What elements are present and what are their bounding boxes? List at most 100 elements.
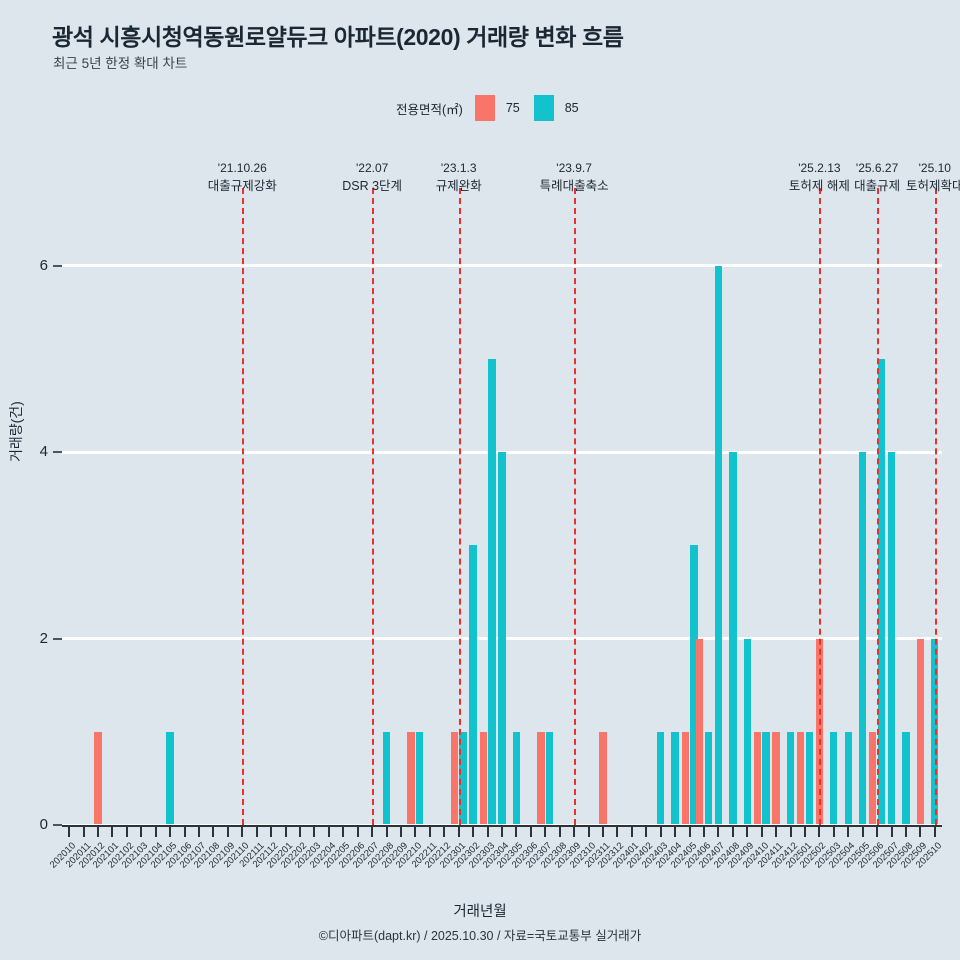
bar[interactable] — [729, 452, 737, 825]
x-tick-mark — [587, 825, 590, 837]
event-label: '23.1.3 규제완화 — [436, 160, 482, 196]
event-line — [242, 188, 245, 825]
bar[interactable] — [877, 359, 886, 825]
event-text: 토허제확대 — [906, 179, 960, 193]
x-tick-mark — [68, 825, 71, 837]
x-tick-mark — [573, 825, 576, 837]
bar[interactable] — [94, 731, 102, 825]
y-axis-labels: 0 2 4 6 — [0, 210, 62, 833]
x-tick-mark — [140, 825, 143, 837]
x-tick-mark — [601, 825, 604, 837]
y-tick-label: 0 — [39, 816, 48, 833]
event-label: '25.10 토허제확대 — [906, 160, 960, 196]
event-date: '23.9.7 — [556, 161, 592, 175]
bar[interactable] — [488, 359, 496, 825]
event-line — [819, 188, 822, 825]
bar[interactable] — [714, 265, 723, 825]
bar[interactable] — [537, 731, 545, 825]
bar[interactable] — [382, 731, 391, 825]
bar[interactable] — [931, 638, 939, 825]
x-tick-mark — [169, 825, 172, 837]
bar[interactable] — [656, 731, 665, 825]
bar[interactable] — [902, 731, 910, 825]
bar[interactable] — [498, 452, 506, 825]
x-tick-mark — [154, 825, 157, 837]
bar[interactable] — [459, 731, 467, 825]
x-tick-mark — [342, 825, 345, 837]
gridline — [62, 450, 942, 454]
bar[interactable] — [805, 731, 813, 825]
bar[interactable] — [479, 731, 487, 825]
legend-item-85[interactable]: 85 — [533, 95, 579, 121]
x-tick-mark — [241, 825, 244, 837]
bar[interactable] — [407, 731, 415, 825]
bar[interactable] — [830, 731, 838, 825]
bar[interactable] — [671, 731, 679, 825]
x-tick-mark — [299, 825, 302, 837]
bar[interactable] — [753, 731, 762, 825]
x-tick-mark — [876, 825, 879, 837]
legend: 전용면적(㎡) 75 85 — [396, 95, 593, 121]
x-tick-mark — [847, 825, 850, 837]
bar[interactable] — [681, 731, 689, 825]
x-tick-mark — [472, 825, 475, 837]
event-label: '22.07 DSR 3단계 — [342, 160, 402, 196]
event-label: '21.10.26 대출규제강화 — [208, 160, 277, 196]
x-tick-mark — [645, 825, 648, 837]
event-date: '25.6.27 — [855, 161, 899, 175]
event-text: 대출규제강화 — [207, 179, 277, 193]
bar[interactable] — [704, 731, 712, 825]
bar[interactable] — [796, 731, 805, 825]
event-text: 토허제 해제 — [788, 179, 850, 193]
x-tick-mark — [443, 825, 446, 837]
bar[interactable] — [695, 638, 704, 825]
legend-item-75[interactable]: 75 — [474, 95, 520, 121]
bar[interactable] — [512, 731, 521, 825]
x-tick-mark — [255, 825, 258, 837]
x-axis-labels: 202010 202011 202012 202101 202102 202103 2021… — [48, 839, 944, 899]
x-tick-mark — [818, 825, 821, 837]
x-tick-mark — [529, 825, 532, 837]
y-tick-label: 4 — [39, 443, 48, 461]
x-axis-title: 거래년월 — [453, 904, 507, 920]
x-tick-mark — [832, 825, 835, 837]
bar[interactable] — [786, 731, 795, 825]
y-tick-mark — [53, 824, 62, 826]
bar[interactable] — [416, 731, 424, 825]
bar[interactable] — [545, 731, 554, 825]
x-tick-mark — [226, 825, 229, 837]
x-tick-mark — [746, 825, 749, 837]
event-date: '25.10 — [918, 161, 951, 175]
x-tick-mark — [702, 825, 705, 837]
x-tick-mark — [414, 825, 417, 837]
bar[interactable] — [762, 731, 770, 825]
event-label: '23.9.7 특례대출축소 — [540, 160, 609, 196]
x-tick-mark — [544, 825, 547, 837]
x-tick-mark — [82, 825, 85, 837]
bar[interactable] — [690, 545, 698, 825]
bar[interactable] — [469, 545, 477, 825]
bar[interactable] — [599, 731, 607, 825]
footer-credit: ©디아파트(dapt.kr) / 2025.10.30 / 자료=국토교통부 실… — [318, 929, 642, 943]
x-tick-mark — [371, 825, 374, 837]
bar[interactable] — [743, 638, 751, 825]
event-text: 특례대출축소 — [539, 179, 609, 193]
y-tick-label: 6 — [39, 256, 48, 274]
event-line — [372, 188, 375, 825]
bar[interactable] — [869, 731, 877, 825]
bar[interactable] — [844, 731, 852, 825]
event-date: '23.1.3 — [440, 161, 477, 175]
legend-swatch-85 — [533, 95, 554, 121]
bar[interactable] — [815, 638, 824, 825]
legend-label-75: 75 — [505, 101, 520, 115]
bar[interactable] — [450, 731, 459, 825]
bar[interactable] — [916, 638, 925, 825]
x-tick-mark — [904, 825, 907, 837]
bar[interactable] — [166, 731, 174, 825]
event-line — [574, 188, 577, 825]
x-tick-mark — [558, 825, 561, 837]
bar[interactable] — [772, 731, 780, 825]
bar[interactable] — [887, 452, 896, 825]
bar[interactable] — [858, 452, 867, 825]
page-title: 광석 시흥시청역동원로얄듀크 아파트(2020) 거래량 변화 흐름 — [52, 24, 624, 50]
